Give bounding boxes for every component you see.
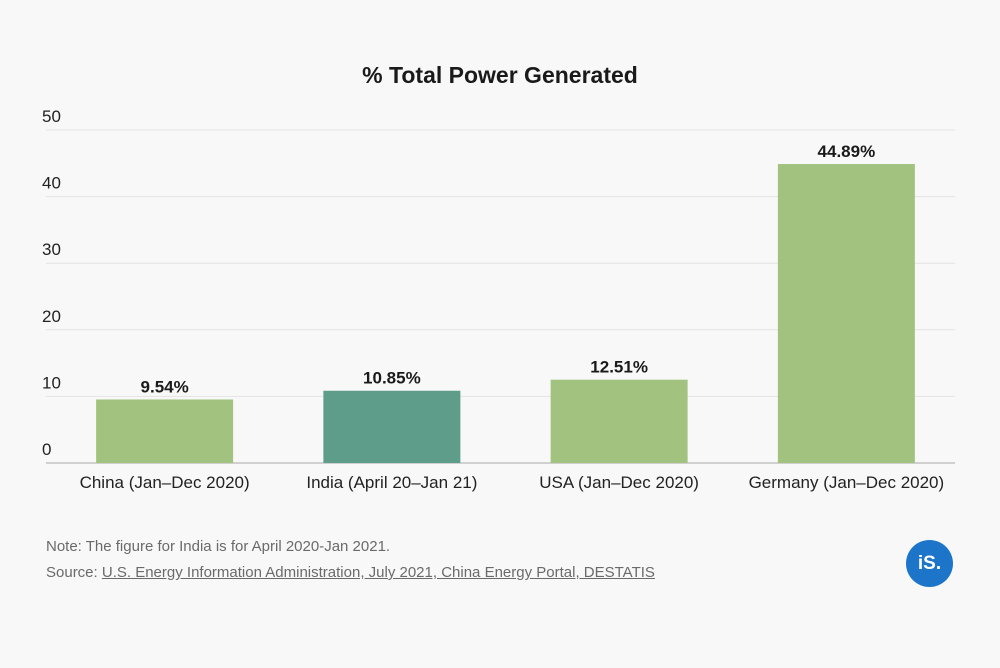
y-tick-label: 10 (42, 373, 61, 392)
y-tick-label: 30 (42, 240, 61, 259)
data-label: 12.51% (590, 358, 648, 377)
y-tick-label: 20 (42, 307, 61, 326)
data-label: 9.54% (141, 377, 189, 396)
data-label: 44.89% (818, 142, 876, 161)
chart-title: % Total Power Generated (362, 62, 638, 88)
bar (96, 399, 234, 463)
infographic-logo: iS. (906, 540, 953, 587)
bar (550, 379, 688, 463)
source-link[interactable]: U.S. Energy Information Administration, … (101, 564, 655, 581)
y-tick-label: 0 (42, 440, 51, 459)
bar (323, 390, 461, 463)
y-tick-label: 40 (42, 174, 61, 193)
x-tick-label: China (Jan–Dec 2020) (80, 473, 250, 492)
x-tick-label: India (April 20–Jan 21) (306, 473, 477, 492)
data-label: 10.85% (363, 369, 421, 388)
source-prefix: Source: (46, 564, 102, 581)
x-tick-label: USA (Jan–Dec 2020) (539, 473, 699, 492)
y-tick-label: 50 (42, 107, 61, 126)
footnote: Note: The figure for India is for April … (46, 538, 391, 555)
source-line: Source: U.S. Energy Information Administ… (46, 564, 655, 581)
x-tick-label: Germany (Jan–Dec 2020) (749, 473, 945, 492)
bar (777, 164, 915, 463)
